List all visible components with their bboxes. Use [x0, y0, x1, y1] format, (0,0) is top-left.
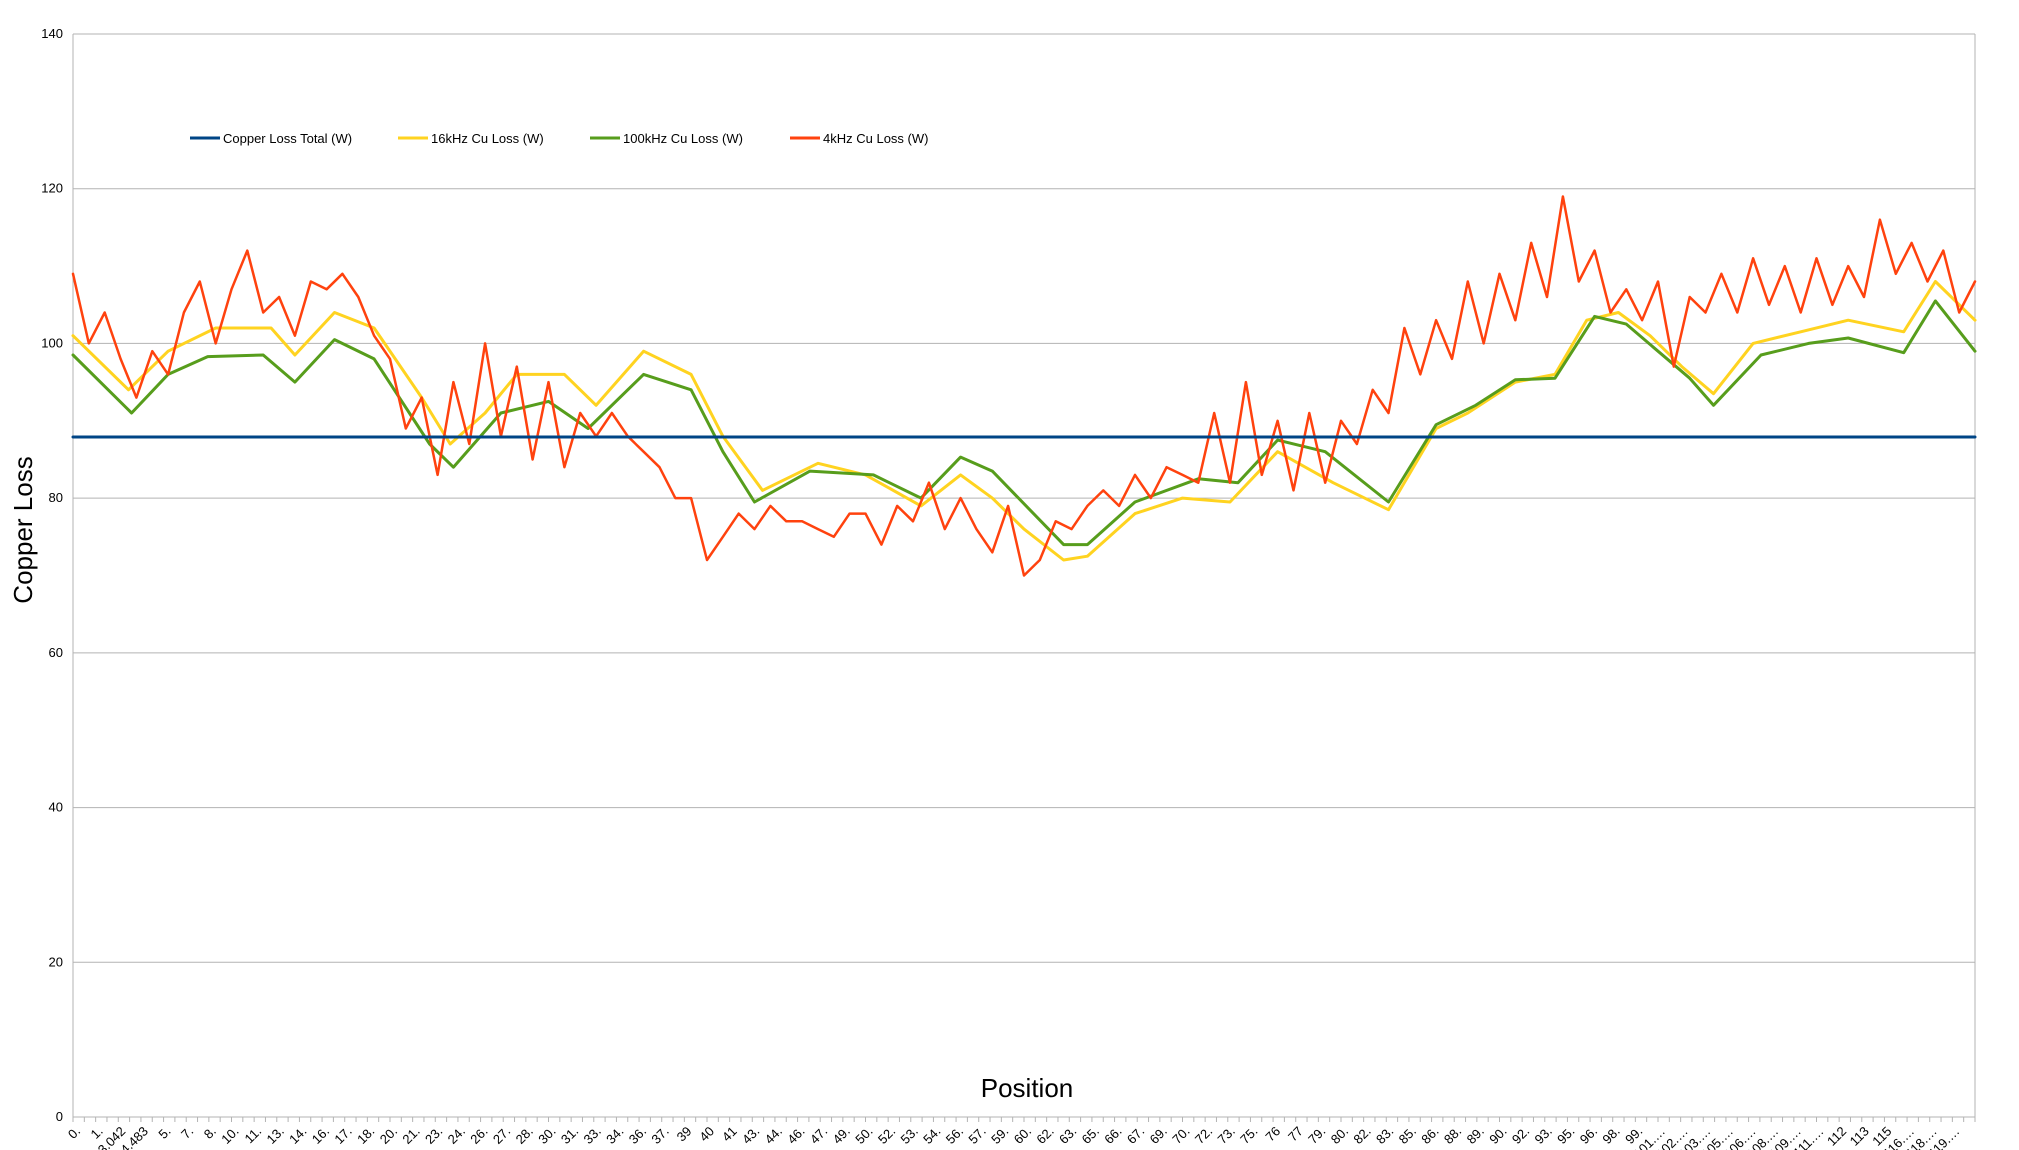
x-tick-label: 52. [875, 1124, 898, 1147]
x-tick-label: 95. [1554, 1124, 1577, 1147]
series-line-1 [71, 280, 1977, 562]
y-tick-label: 120 [41, 181, 63, 196]
x-tick-label: 7. [178, 1124, 196, 1142]
series-line-3 [71, 195, 1977, 577]
x-tick-label: 93. [1532, 1124, 1555, 1147]
x-tick-label: 86. [1418, 1124, 1441, 1147]
x-tick-label: 54. [920, 1124, 943, 1147]
x-tick-label: 80. [1328, 1124, 1351, 1147]
legend: Copper Loss Total (W) 16kHz Cu Loss (W) 10… [190, 131, 928, 146]
x-tick-label: 34. [603, 1124, 626, 1147]
y-axis-title: Copper Loss [8, 456, 38, 603]
x-tick-label: 92. [1509, 1124, 1532, 1147]
x-tick-label: 17. [331, 1124, 354, 1147]
x-tick-label: 53. [898, 1124, 921, 1147]
x-tick-label: 89. [1464, 1124, 1487, 1147]
x-tick-label: 75. [1237, 1124, 1260, 1147]
x-tick-label: 79. [1305, 1124, 1328, 1147]
y-tick-label: 100 [41, 335, 63, 350]
x-tick-label: 41 [719, 1124, 740, 1145]
x-tick-label: 77 [1285, 1124, 1306, 1145]
x-tick-label: 39 [674, 1124, 695, 1145]
x-tick-label: 43. [739, 1124, 762, 1147]
x-tick-label: 20. [377, 1124, 400, 1147]
x-tick-label: 98. [1599, 1124, 1622, 1147]
y-tick-label: 40 [49, 800, 63, 815]
y-tick-label: 80 [49, 490, 63, 505]
x-tick-label: 90. [1486, 1124, 1509, 1147]
x-tick-label: 72. [1192, 1124, 1215, 1147]
y-tick-label: 140 [41, 26, 63, 41]
x-tick-label: 18. [354, 1124, 377, 1147]
x-tick-label: 67. [1124, 1124, 1147, 1147]
x-tick-label: 88. [1441, 1124, 1464, 1147]
x-tick-label: 37. [648, 1124, 671, 1147]
x-tick-label: 76 [1262, 1124, 1283, 1145]
legend-label: 16kHz Cu Loss (W) [431, 131, 544, 146]
x-tick-label: 21. [399, 1124, 422, 1147]
legend-label: Copper Loss Total (W) [223, 131, 352, 146]
x-tick-label: 96. [1577, 1124, 1600, 1147]
x-tick-label: 57. [965, 1124, 988, 1147]
legend-label: 100kHz Cu Loss (W) [623, 131, 743, 146]
y-tick-label: 20 [49, 954, 63, 969]
x-tick-label: 46. [784, 1124, 807, 1147]
x-tick-label: 27. [490, 1124, 513, 1147]
series-lines [71, 195, 1977, 577]
x-tick-label: 60. [1011, 1124, 1034, 1147]
x-tick-label: 23. [422, 1124, 445, 1147]
y-tick-label: 60 [49, 645, 63, 660]
x-tick-label: 8. [201, 1124, 219, 1142]
x-tick-label: 65. [1079, 1124, 1102, 1147]
x-tick-label: 0. [65, 1124, 83, 1142]
x-tick-label: 16. [309, 1124, 332, 1147]
x-tick-label: 63. [1056, 1124, 1079, 1147]
x-tick-label: 5. [155, 1124, 173, 1142]
x-tick-label: 40 [696, 1124, 717, 1145]
x-tick-label: 113 [1847, 1124, 1872, 1149]
x-tick-label: 28. [513, 1124, 536, 1147]
x-tick-label: 11. [242, 1124, 265, 1147]
x-tick-label: 30. [535, 1124, 558, 1147]
x-axis-title: Position [981, 1073, 1074, 1103]
x-tick-label: 33. [581, 1124, 604, 1147]
x-tick-label: 70. [1169, 1124, 1192, 1147]
x-tick-label: 69. [1147, 1124, 1170, 1147]
x-tick-label: 10. [218, 1124, 241, 1147]
x-tick-label: 47. [807, 1124, 830, 1147]
x-tick-label: 85. [1396, 1124, 1419, 1147]
x-tick-label: 62. [1033, 1124, 1056, 1147]
x-tick-label: 66. [1101, 1124, 1124, 1147]
x-tick-label: 112 [1824, 1124, 1849, 1149]
x-tick-label: 24. [445, 1124, 468, 1147]
x-tick-label: 26. [467, 1124, 490, 1147]
gridlines [72, 33, 1976, 1118]
x-tick-label: 13. [264, 1124, 287, 1147]
x-tick-label: 31. [558, 1124, 581, 1147]
x-tick-label: 36. [626, 1124, 649, 1147]
x-tick-label: 44. [762, 1124, 785, 1147]
x-tick-label: 56. [943, 1124, 966, 1147]
series-line-2 [71, 299, 1977, 547]
x-tick-label: 82. [1350, 1124, 1373, 1147]
y-axis-ticks: 0 20 40 60 80 100 120 140 [41, 26, 63, 1124]
x-tick-label: 14. [286, 1124, 309, 1147]
legend-label: 4kHz Cu Loss (W) [823, 131, 928, 146]
x-tick-label: 73. [1215, 1124, 1238, 1147]
x-tick-label: 49. [830, 1124, 853, 1147]
x-tick-label: 59. [988, 1124, 1011, 1147]
x-tick-label: 83. [1373, 1124, 1396, 1147]
y-tick-label: 0 [56, 1109, 63, 1124]
x-tick-label: 50. [852, 1124, 875, 1147]
